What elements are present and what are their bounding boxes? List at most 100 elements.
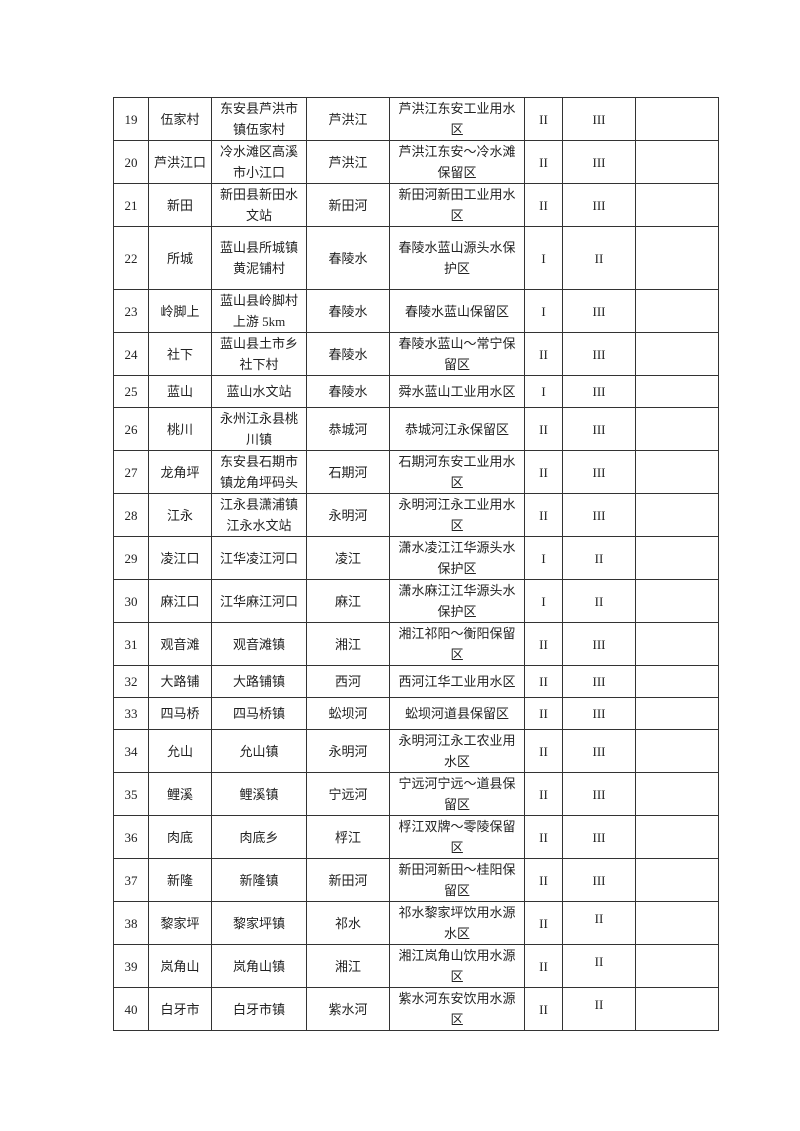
current-class-cell: II <box>524 901 563 945</box>
water-function-zone-cell: 舜水蓝山工业用水区 <box>389 375 525 408</box>
river-cell: 蚣坝河 <box>306 697 390 730</box>
target-class-cell: III <box>562 97 636 141</box>
water-function-zone-cell: 春陵水蓝山～常宁保留区 <box>389 332 525 376</box>
current-class-cell: II <box>524 622 563 666</box>
water-function-zone-cell: 恭城河江永保留区 <box>389 407 525 451</box>
location-cell: 江永县潇浦镇江永水文站 <box>211 493 307 537</box>
target-class-cell: II <box>562 987 636 1031</box>
table-row: 28 江永 江永县潇浦镇江永水文站 永明河 永明河江永工业用水区 II III <box>113 493 719 537</box>
water-function-zone-cell: 潇水麻江江华源头水保护区 <box>389 579 525 623</box>
location-cell: 蓝山水文站 <box>211 375 307 408</box>
water-function-zone-cell: 湘江岚角山饮用水源区 <box>389 944 525 988</box>
river-cell: 春陵水 <box>306 289 390 333</box>
row-number-cell: 37 <box>113 858 149 902</box>
water-function-zone-cell: 永明河江永工业用水区 <box>389 493 525 537</box>
table-row: 26 桃川 永州江永县桃川镇 恭城河 恭城河江永保留区 II III <box>113 407 719 451</box>
river-cell: 春陵水 <box>306 226 390 290</box>
water-function-zone-cell: 石期河东安工业用水区 <box>389 450 525 494</box>
target-class-cell: III <box>562 815 636 859</box>
row-number-cell: 40 <box>113 987 149 1031</box>
location-cell: 白牙市镇 <box>211 987 307 1031</box>
table-row: 29 凌江口 江华凌江河口 凌江 潇水凌江江华源头水保护区 I II <box>113 536 719 580</box>
table-row: 25 蓝山 蓝山水文站 春陵水 舜水蓝山工业用水区 I III <box>113 375 719 408</box>
location-cell: 冷水滩区高溪市小江口 <box>211 140 307 184</box>
remarks-cell <box>635 987 719 1031</box>
current-class-cell: II <box>524 140 563 184</box>
table-row: 24 社下 蓝山县土市乡社下村 春陵水 春陵水蓝山～常宁保留区 II III <box>113 332 719 376</box>
row-number-cell: 30 <box>113 579 149 623</box>
remarks-cell <box>635 944 719 988</box>
river-cell: 石期河 <box>306 450 390 494</box>
row-number-cell: 20 <box>113 140 149 184</box>
river-cell: 芦洪江 <box>306 140 390 184</box>
remarks-cell <box>635 407 719 451</box>
table-row: 40 白牙市 白牙市镇 紫水河 紫水河东安饮用水源区 II II <box>113 987 719 1031</box>
location-cell: 东安县芦洪市镇伍家村 <box>211 97 307 141</box>
station-name-cell: 岭脚上 <box>148 289 212 333</box>
table-row: 31 观音滩 观音滩镇 湘江 湘江祁阳～衡阳保留区 II III <box>113 622 719 666</box>
target-class-cell: II <box>562 901 636 945</box>
station-name-cell: 伍家村 <box>148 97 212 141</box>
current-class-cell: II <box>524 944 563 988</box>
row-number-cell: 29 <box>113 536 149 580</box>
target-class-cell: III <box>562 140 636 184</box>
location-cell: 鲤溪镇 <box>211 772 307 816</box>
remarks-cell <box>635 579 719 623</box>
row-number-cell: 27 <box>113 450 149 494</box>
station-name-cell: 新田 <box>148 183 212 227</box>
target-class-cell: III <box>562 332 636 376</box>
current-class-cell: I <box>524 375 563 408</box>
row-number-cell: 39 <box>113 944 149 988</box>
table-row: 30 麻江口 江华麻江河口 麻江 潇水麻江江华源头水保护区 I II <box>113 579 719 623</box>
target-class-cell: III <box>562 375 636 408</box>
current-class-cell: II <box>524 97 563 141</box>
target-class-cell: III <box>562 289 636 333</box>
river-cell: 湘江 <box>306 622 390 666</box>
target-class-cell: III <box>562 622 636 666</box>
row-number-cell: 36 <box>113 815 149 859</box>
location-cell: 江华凌江河口 <box>211 536 307 580</box>
remarks-cell <box>635 493 719 537</box>
water-function-zone-cell: 西河江华工业用水区 <box>389 665 525 698</box>
water-function-zone-cell: 永明河江永工农业用水区 <box>389 729 525 773</box>
row-number-cell: 28 <box>113 493 149 537</box>
river-cell: 湘江 <box>306 944 390 988</box>
row-number-cell: 31 <box>113 622 149 666</box>
river-cell: 新田河 <box>306 858 390 902</box>
remarks-cell <box>635 375 719 408</box>
table-row: 35 鲤溪 鲤溪镇 宁远河 宁远河宁远～道县保留区 II III <box>113 772 719 816</box>
water-function-zone-cell: 新田河新田～桂阳保留区 <box>389 858 525 902</box>
table-row: 32 大路铺 大路铺镇 西河 西河江华工业用水区 II III <box>113 665 719 698</box>
current-class-cell: II <box>524 729 563 773</box>
target-class-cell: II <box>562 944 636 988</box>
station-name-cell: 凌江口 <box>148 536 212 580</box>
station-name-cell: 桃川 <box>148 407 212 451</box>
remarks-cell <box>635 226 719 290</box>
current-class-cell: II <box>524 183 563 227</box>
table-row: 27 龙角坪 东安县石期市镇龙角坪码头 石期河 石期河东安工业用水区 II III <box>113 450 719 494</box>
target-class-cell: III <box>562 729 636 773</box>
current-class-cell: II <box>524 697 563 730</box>
remarks-cell <box>635 536 719 580</box>
water-function-zone-cell: 新田河新田工业用水区 <box>389 183 525 227</box>
target-class-cell: III <box>562 858 636 902</box>
current-class-cell: II <box>524 987 563 1031</box>
station-name-cell: 社下 <box>148 332 212 376</box>
row-number-cell: 33 <box>113 697 149 730</box>
current-class-cell: II <box>524 815 563 859</box>
remarks-cell <box>635 140 719 184</box>
remarks-cell <box>635 815 719 859</box>
remarks-cell <box>635 697 719 730</box>
location-cell: 大路铺镇 <box>211 665 307 698</box>
station-name-cell: 芦洪江口 <box>148 140 212 184</box>
current-class-cell: II <box>524 665 563 698</box>
current-class-cell: II <box>524 772 563 816</box>
station-name-cell: 岚角山 <box>148 944 212 988</box>
location-cell: 肉底乡 <box>211 815 307 859</box>
current-class-cell: II <box>524 493 563 537</box>
station-name-cell: 肉底 <box>148 815 212 859</box>
water-function-zone-cell: 潇水凌江江华源头水保护区 <box>389 536 525 580</box>
row-number-cell: 21 <box>113 183 149 227</box>
station-name-cell: 所城 <box>148 226 212 290</box>
station-name-cell: 新隆 <box>148 858 212 902</box>
